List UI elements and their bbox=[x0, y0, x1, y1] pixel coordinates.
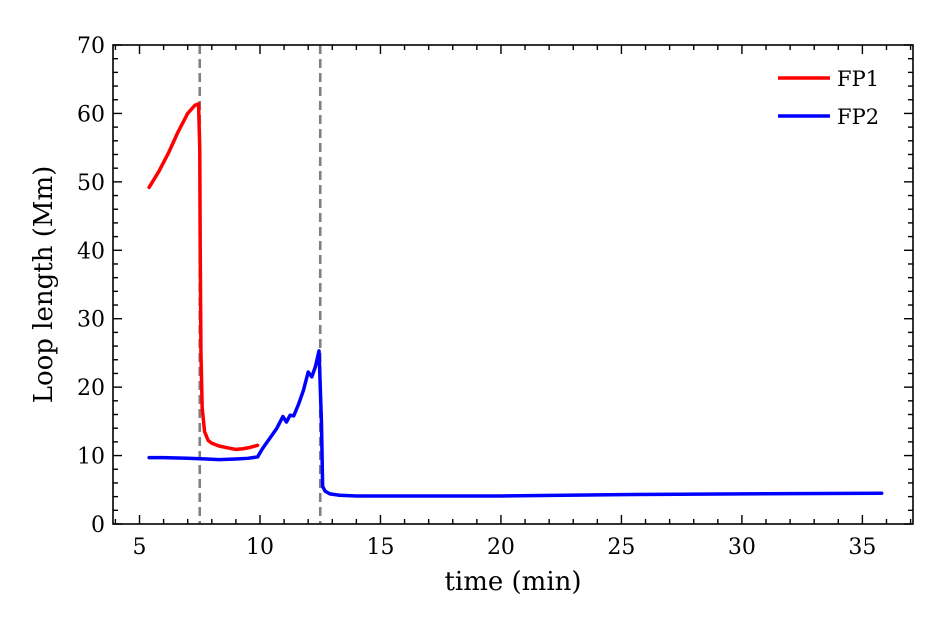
y-tick-label: 40 bbox=[77, 239, 105, 264]
x-tick-label: 25 bbox=[607, 535, 635, 560]
series-lines bbox=[147, 102, 884, 498]
x-tick-label: 35 bbox=[848, 535, 876, 560]
x-tick-label: 5 bbox=[133, 535, 147, 560]
y-tick-label: 10 bbox=[77, 445, 105, 470]
x-tick-label: 20 bbox=[487, 535, 515, 560]
x-tick-label: 15 bbox=[366, 535, 394, 560]
legend: FP1 FP2 bbox=[778, 67, 879, 129]
y-tick-label: 30 bbox=[77, 308, 105, 333]
legend-fp2-label: FP2 bbox=[837, 105, 879, 129]
x-axis-label: time (min) bbox=[444, 567, 581, 597]
y-tick-label: 50 bbox=[77, 171, 105, 196]
axes bbox=[112, 44, 914, 525]
y-axis-label: Loop length (Mm) bbox=[29, 166, 59, 404]
y-tick-label: 70 bbox=[77, 34, 105, 59]
ticks: 5 10 15 20 25 30 35 0 10 20 30 40 50 60 70 bbox=[77, 34, 913, 560]
plot-frame bbox=[112, 44, 914, 525]
y-tick-label: 60 bbox=[77, 102, 105, 127]
x-tick-label: 30 bbox=[728, 535, 756, 560]
series-fp2-line bbox=[147, 349, 884, 498]
legend-fp1-label: FP1 bbox=[837, 67, 879, 91]
series-fp1-line bbox=[147, 102, 260, 452]
y-tick-label: 0 bbox=[91, 513, 105, 538]
y-tick-label: 20 bbox=[77, 376, 105, 401]
x-tick-label: 10 bbox=[246, 535, 274, 560]
